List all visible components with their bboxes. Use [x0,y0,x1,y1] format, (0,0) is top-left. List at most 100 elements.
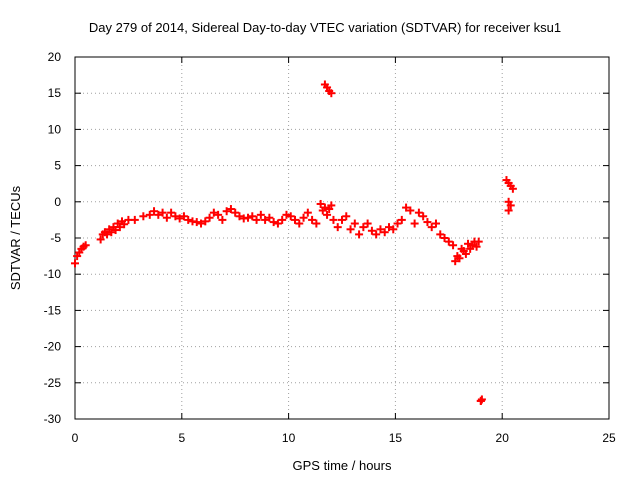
x-tick-label: 20 [496,431,510,445]
data-point [464,239,473,248]
data-point [308,215,317,224]
data-point [427,223,436,232]
y-tick-label: -15 [44,303,62,317]
y-tick-label: 10 [48,122,62,136]
data-point [150,207,159,216]
data-point [96,235,105,244]
data-point [261,215,270,224]
data-point [419,212,428,221]
data-point [476,396,485,405]
data-point [235,212,244,221]
data-point [389,225,398,234]
data-point [440,234,449,242]
data-point [327,201,336,210]
axis-ticks [74,56,610,420]
x-tick-labels: 0 5 10 15 20 25 [72,431,616,445]
data-point [244,213,253,222]
data-point [107,228,116,237]
data-point [393,219,402,228]
data-point [231,208,240,217]
data-point [278,215,287,224]
data-point [367,226,376,235]
y-tick-label: 15 [48,86,62,100]
y-tick-label: 0 [54,195,61,209]
chart-title: Day 279 of 2014, Sidereal Day-to-day VTE… [89,20,561,35]
data-point [461,249,470,258]
data-point [455,254,464,263]
data-point [192,218,201,227]
data-point [333,223,342,232]
data-point [265,213,274,222]
data-point [410,219,419,228]
data-point [346,225,355,234]
data-point [451,257,460,266]
data-point [355,230,364,239]
data-point [402,203,411,212]
data-point [312,219,321,228]
data-point [130,215,139,224]
data-point [423,218,432,227]
data-point [431,219,440,228]
data-point [171,212,180,221]
data-point [506,201,515,210]
data-point [414,208,423,217]
data-point [81,241,90,250]
data-point [384,223,393,232]
x-tick-label: 25 [602,431,616,445]
data-point [323,210,332,219]
data-point [115,223,124,232]
data-point [295,219,304,228]
data-point [329,215,338,224]
data-point [184,215,193,224]
data-point [286,212,295,221]
data-point [449,241,458,250]
x-tick-label: 5 [178,431,185,445]
data-point [320,203,329,212]
data-point [359,223,368,232]
data-point [472,242,481,251]
data-point [179,212,188,221]
data-point [209,208,218,217]
data-point [158,208,167,217]
data-point [477,395,486,404]
x-tick-label: 0 [72,431,79,445]
data-point [327,89,336,98]
data-point [197,219,206,228]
x-tick-label: 15 [389,431,403,445]
data-points [71,80,517,405]
data-point [205,213,214,222]
data-point [252,215,261,224]
data-point [111,226,120,235]
data-point [299,213,308,222]
y-tick-label: -5 [50,231,61,245]
data-point [342,212,351,221]
y-tick-label: -30 [44,412,62,426]
data-point [71,259,79,268]
y-axis-label: SDTVAR / TECUs [8,185,23,290]
y-tick-label: 20 [48,50,62,64]
data-point [201,217,210,226]
data-point [214,210,223,219]
data-point [120,220,129,229]
data-point [350,219,359,228]
data-point [273,219,282,228]
y-tick-label: -20 [44,340,62,354]
data-point [380,228,389,237]
data-point [175,214,184,223]
data-point [154,210,163,219]
data-point [303,208,312,217]
data-point [256,210,265,219]
data-point [406,206,415,215]
data-point [316,199,325,208]
data-point [376,225,385,234]
data-point [338,215,346,224]
data-point [397,215,406,224]
data-point [444,237,453,246]
y-tick-label: 5 [54,159,61,173]
data-point [508,184,517,193]
data-point [282,210,291,219]
data-point [474,237,483,246]
data-point [372,230,381,239]
data-point [269,218,278,227]
